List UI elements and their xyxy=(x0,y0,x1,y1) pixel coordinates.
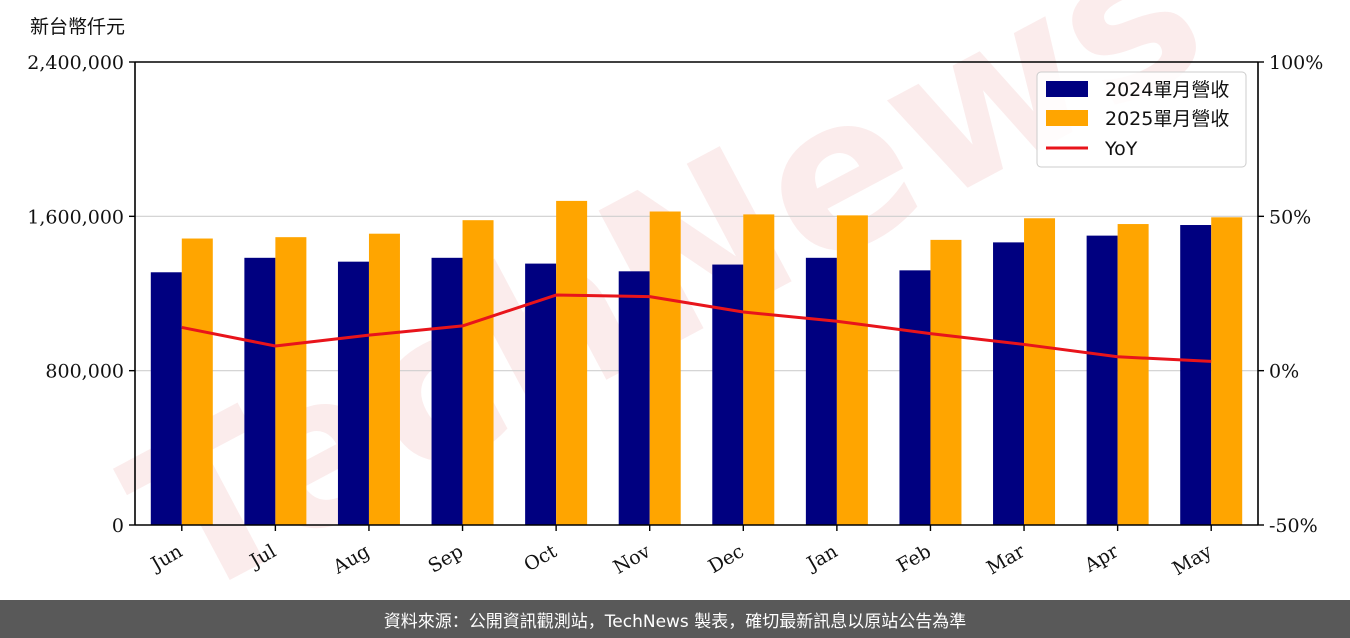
bar-2025-sep xyxy=(462,220,494,526)
left-tick-label: 2,400,000 xyxy=(27,52,124,74)
bar-2025-nov xyxy=(649,211,681,525)
bar-2024-mar xyxy=(993,242,1025,526)
grid-lines xyxy=(135,215,1258,372)
bar-2024-jun xyxy=(150,272,182,525)
bar-2024-feb xyxy=(899,270,931,525)
bar-2025-feb xyxy=(930,239,962,525)
bar-2025-jun xyxy=(181,238,213,526)
bar-2025-oct xyxy=(556,200,588,525)
left-tick-label: 800,000 xyxy=(45,361,124,383)
x-tick-label-feb: Feb xyxy=(893,540,935,577)
x-tick-label-dec: Dec xyxy=(705,540,748,578)
x-tick-label-may: May xyxy=(1169,540,1216,580)
y-axis-unit-label: 新台幣仟元 xyxy=(30,16,125,38)
bar-2024-nov xyxy=(618,271,650,525)
legend-swatch xyxy=(1046,81,1088,97)
right-tick-label: 50% xyxy=(1269,206,1311,228)
legend-label: 2024單月營收 xyxy=(1105,79,1229,101)
source-footer: 資料來源：公開資訊觀測站，TechNews 製表，確切最新訊息以原站公告為準 xyxy=(0,600,1350,638)
yoy-line xyxy=(181,293,1212,363)
legend-box xyxy=(1036,71,1247,168)
right-tick-label: 100% xyxy=(1269,52,1323,74)
legend-label: 2025單月營收 xyxy=(1105,108,1229,130)
bar-2024-apr xyxy=(1086,235,1118,525)
x-tick-label-sep: Sep xyxy=(424,540,467,577)
bar-2025-may xyxy=(1211,217,1243,525)
legend-label: YoY xyxy=(1104,138,1138,160)
revenue-chart: TechNews 0800,0001,600,0002,400,000-50%0… xyxy=(27,0,1323,600)
x-tick-label-apr: Apr xyxy=(1080,540,1123,577)
yoy-line-layer xyxy=(181,293,1212,363)
bar-2024-aug xyxy=(337,261,369,525)
bar-2024-jan xyxy=(805,257,837,525)
bar-2024-oct xyxy=(525,263,557,525)
bar-2025-jul xyxy=(275,237,307,525)
x-tick-label-mar: Mar xyxy=(983,540,1029,579)
bar-2024-dec xyxy=(712,264,744,525)
right-tick-label: 0% xyxy=(1269,361,1299,383)
source-footer-text: 資料來源：公開資訊觀測站，TechNews 製表，確切最新訊息以原站公告為準 xyxy=(383,611,967,632)
legend-swatch xyxy=(1046,110,1088,126)
bar-2025-mar xyxy=(1024,218,1056,525)
left-tick-label: 1,600,000 xyxy=(27,206,124,228)
bar-2025-jan xyxy=(836,215,868,525)
x-tick-label-nov: Nov xyxy=(610,540,655,579)
bar-2025-apr xyxy=(1117,224,1149,526)
x-tick-label-jan: Jan xyxy=(802,540,842,576)
bars xyxy=(150,200,1243,526)
bar-2024-jul xyxy=(244,257,276,525)
left-tick-label: 0 xyxy=(112,515,124,537)
bar-2025-dec xyxy=(743,214,775,525)
bar-2024-may xyxy=(1180,225,1212,525)
bar-2025-aug xyxy=(368,233,400,525)
bar-2024-sep xyxy=(431,257,463,525)
right-tick-label: -50% xyxy=(1269,515,1318,537)
x-tick-label-oct: Oct xyxy=(520,540,561,576)
legend: 2024單月營收 2025單月營收 YoY xyxy=(1036,71,1247,168)
